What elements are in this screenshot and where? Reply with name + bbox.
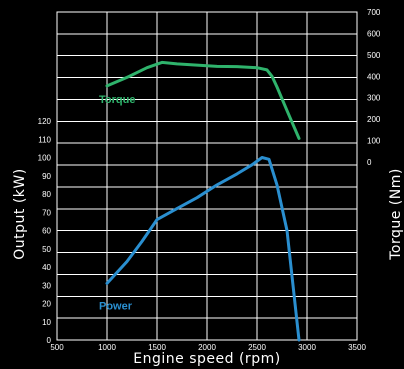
y-left-tick-label: 0 bbox=[47, 336, 52, 345]
y-right-tick-label: 600 bbox=[367, 29, 381, 38]
y-left-tick-label: 80 bbox=[42, 190, 51, 199]
x-tick-label: 1000 bbox=[98, 343, 116, 352]
tick-labels: 500 1000 1500 2000 2500 3000 35000102030405060… bbox=[38, 8, 381, 352]
y-right-tick-label: 100 bbox=[367, 137, 381, 146]
y-right-tick-label: 300 bbox=[367, 94, 381, 103]
y-axis-right-title: Torque (Nm) bbox=[388, 168, 404, 261]
grid bbox=[56, 11, 358, 341]
y-left-tick-label: 120 bbox=[38, 117, 52, 126]
x-axis-title: Engine speed (rpm) bbox=[133, 351, 280, 367]
y-right-tick-label: 0 bbox=[367, 158, 372, 167]
x-tick-label: 2500 bbox=[248, 343, 266, 352]
y-right-tick-label: 200 bbox=[367, 115, 381, 124]
y-left-tick-label: 90 bbox=[42, 172, 51, 181]
x-tick-label: 3500 bbox=[348, 343, 366, 352]
power-line bbox=[105, 156, 301, 342]
y-left-tick-label: 20 bbox=[42, 300, 51, 309]
series-layer: Torque Power bbox=[99, 60, 301, 342]
y-left-tick-label: 110 bbox=[38, 135, 51, 144]
y-left-tick-label: 10 bbox=[42, 318, 51, 327]
y-right-tick-label: 700 bbox=[367, 8, 381, 17]
y-right-tick-label: 400 bbox=[367, 72, 381, 81]
y-left-tick-label: 70 bbox=[42, 208, 51, 217]
y-left-tick-label: 100 bbox=[38, 154, 52, 163]
y-right-tick-label: 500 bbox=[367, 51, 381, 60]
y-left-tick-label: 40 bbox=[42, 263, 51, 272]
x-tick-label: 500 bbox=[50, 343, 64, 352]
y-axis-left-title: Output (kW) bbox=[12, 168, 28, 259]
x-tick-label: 1500 bbox=[148, 343, 166, 352]
x-tick-label: 3000 bbox=[298, 343, 316, 352]
y-left-tick-label: 60 bbox=[42, 227, 51, 236]
power-series-label: Power bbox=[99, 300, 133, 312]
y-left-tick-label: 30 bbox=[42, 281, 51, 290]
torque-series-label: Torque bbox=[99, 94, 135, 106]
x-tick-label: 2000 bbox=[198, 343, 216, 352]
y-left-tick-label: 50 bbox=[42, 245, 51, 254]
torque-line bbox=[105, 60, 301, 140]
